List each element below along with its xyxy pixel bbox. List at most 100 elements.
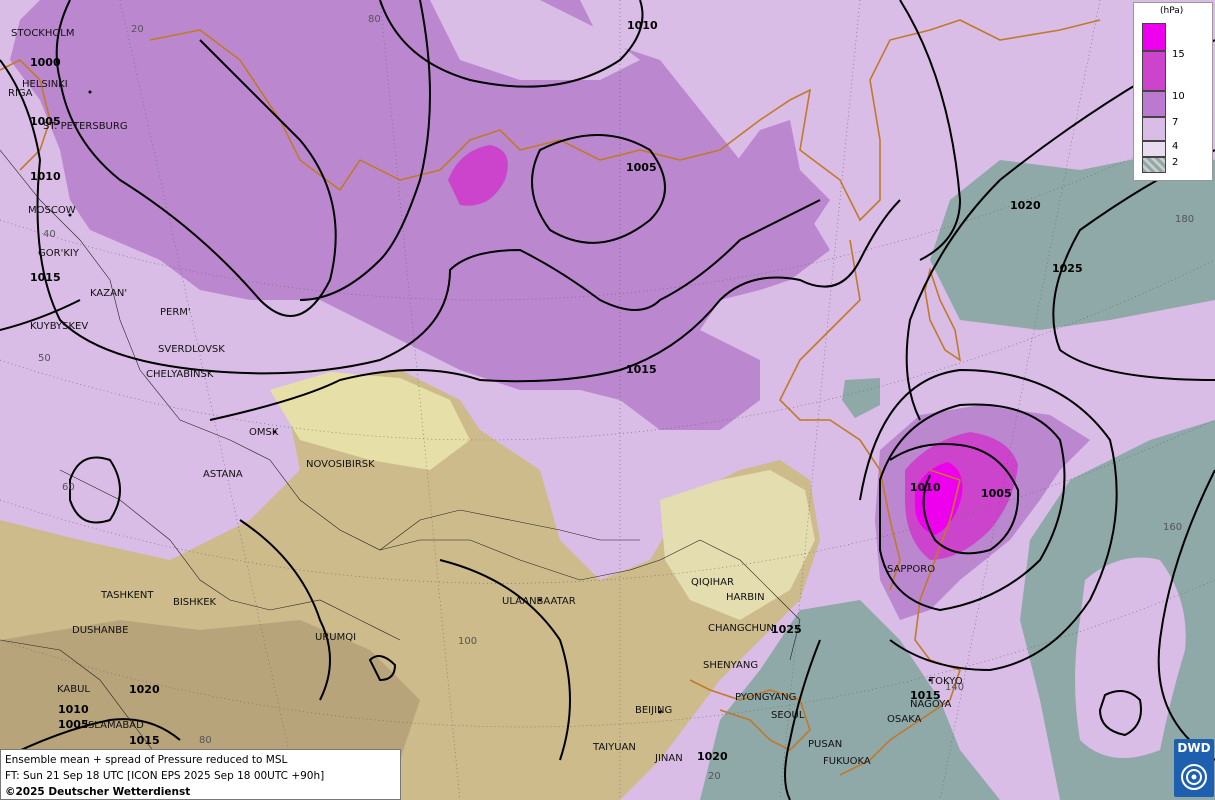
city-label: ST. PETERSBURG: [43, 121, 128, 132]
isobar-labels: 1010 1000 1005 1010 1015 1005 1015 1020 …: [30, 19, 1083, 763]
spread-4-top: [430, 0, 640, 80]
dwd-logo: DWD: [1174, 739, 1214, 797]
isobar-label: 1005: [58, 718, 89, 731]
grid-label: 40: [43, 229, 56, 240]
legend-swatch: [1142, 157, 1166, 173]
city-label: ASTANA: [203, 469, 243, 480]
spread-low-sea-of-japan: [700, 600, 1000, 800]
city-label: SEOUL: [771, 710, 805, 721]
legend-unit: (hPa): [1160, 6, 1184, 16]
isobar-label: 1005: [626, 161, 657, 174]
grid-label: 20: [708, 771, 721, 782]
city-label: RIGA: [8, 88, 33, 99]
legend-swatch: [1142, 23, 1166, 51]
city-labels: STOCKHOLM HELSINKI RIGA ST. PETERSBURG M…: [8, 28, 963, 767]
isobar-label: 1005: [30, 115, 61, 128]
caption-copyright: ©2025 Deutscher Wetterdienst: [5, 786, 191, 798]
legend-swatch: [1142, 91, 1166, 117]
city-label: BEIJING: [635, 705, 672, 716]
isobar-label: 1020: [129, 683, 160, 696]
legend-level: 15: [1172, 49, 1185, 60]
grid-label: 20: [131, 24, 144, 35]
isobar-label: 1010: [58, 703, 89, 716]
city-label: CHANGCHUN: [708, 623, 774, 634]
grid-label: 50: [38, 353, 51, 364]
city-label: GOR'KIY: [38, 248, 80, 259]
logo-text: DWD: [1177, 741, 1211, 755]
legend-level: 2: [1172, 157, 1179, 168]
city-markers: [68, 90, 932, 714]
isobar-label: 1010: [30, 170, 61, 183]
grid-label: 80: [368, 14, 381, 25]
isobar-label: 1015: [626, 363, 657, 376]
city-label: FUKUOKA: [823, 756, 871, 767]
isobar-label: 1010: [910, 481, 941, 494]
grid-label: 80: [199, 735, 212, 746]
legend-swatch: [1142, 141, 1166, 157]
city-label: KAZAN': [90, 288, 127, 299]
city-label: MOSCOW: [28, 205, 76, 216]
spread-7-east: [730, 120, 830, 230]
legend-level: 7: [1172, 117, 1179, 128]
city-label: NOVOSIBIRSK: [306, 459, 375, 470]
city-label: TAIYUAN: [592, 742, 636, 753]
legend: (hPa) 15 10 7 4 2: [1133, 2, 1213, 181]
isobar-label: 1005: [981, 487, 1012, 500]
city-label: STOCKHOLM: [11, 28, 74, 39]
spread-7-north: [10, 0, 830, 430]
spread-low-sea-okhotsk: [842, 378, 880, 418]
city-label: QIQIHAR: [691, 577, 734, 588]
terrain-steppe: [270, 372, 470, 470]
isobar-label: 1015: [30, 271, 61, 284]
spread-low-pacific: [930, 150, 1215, 330]
terrain-manchuria: [660, 470, 815, 620]
city-label: KUYBYSKEV: [30, 321, 88, 332]
grid-label: 100: [458, 636, 477, 647]
legend-swatch: [1142, 51, 1166, 91]
city-label: OSAKA: [887, 714, 922, 725]
city-label: BISHKEK: [173, 597, 217, 608]
city-label: PYONGYANG: [735, 692, 796, 703]
city-label: ISLAMABAD: [85, 720, 144, 731]
city-label: OMSK: [249, 427, 279, 438]
spread-10-north: [448, 145, 508, 206]
city-label: PUSAN: [808, 739, 842, 750]
city-label: CHELYABINSK: [146, 369, 214, 380]
grid-labels: 20 80 40 50 60 100 80 20 180 160 140: [38, 14, 1194, 782]
map-caption: Ensemble mean + spread of Pressure reduc…: [0, 749, 401, 800]
isobar-label: 1020: [697, 750, 728, 763]
legend-swatch: [1142, 117, 1166, 141]
city-label: URUMQI: [315, 632, 356, 643]
city-label: PERM': [160, 307, 191, 318]
grid-label: 160: [1163, 522, 1182, 533]
spread-light-pacific: [1075, 557, 1186, 758]
city-label: DUSHANBE: [72, 625, 128, 636]
dwd-swirl-icon: [1181, 764, 1207, 790]
isobar-label: 1025: [771, 623, 802, 636]
isobar-label: 1020: [1010, 199, 1041, 212]
city-label: SVERDLOVSK: [158, 344, 225, 355]
isobar-label: 1000: [30, 56, 61, 69]
caption-forecast-time: FT: Sun 21 Sep 18 UTC [ICON EPS 2025 Sep…: [5, 770, 325, 782]
city-label: NAGOYA: [910, 699, 952, 710]
city-label: ULAANBAATAR: [502, 596, 576, 607]
grid-label: 180: [1175, 214, 1194, 225]
city-label: HARBIN: [726, 592, 765, 603]
isobar-label: 1010: [627, 19, 658, 32]
city-label: HELSINKI: [22, 79, 68, 90]
city-label: SHENYANG: [703, 660, 758, 671]
isobar-label: 1015: [910, 689, 941, 702]
grid-label: 60: [62, 482, 75, 493]
legend-level: 10: [1172, 91, 1185, 102]
city-label: TASHKENT: [100, 590, 154, 601]
city-label: SAPPORO: [887, 564, 935, 575]
isobar-label: 1025: [1052, 262, 1083, 275]
legend-level: 4: [1172, 141, 1179, 152]
city-label: TOKYO: [928, 676, 963, 687]
grid-label: 140: [945, 682, 964, 693]
isobar-label: 1015: [129, 734, 160, 747]
city-label: KABUL: [57, 684, 90, 695]
